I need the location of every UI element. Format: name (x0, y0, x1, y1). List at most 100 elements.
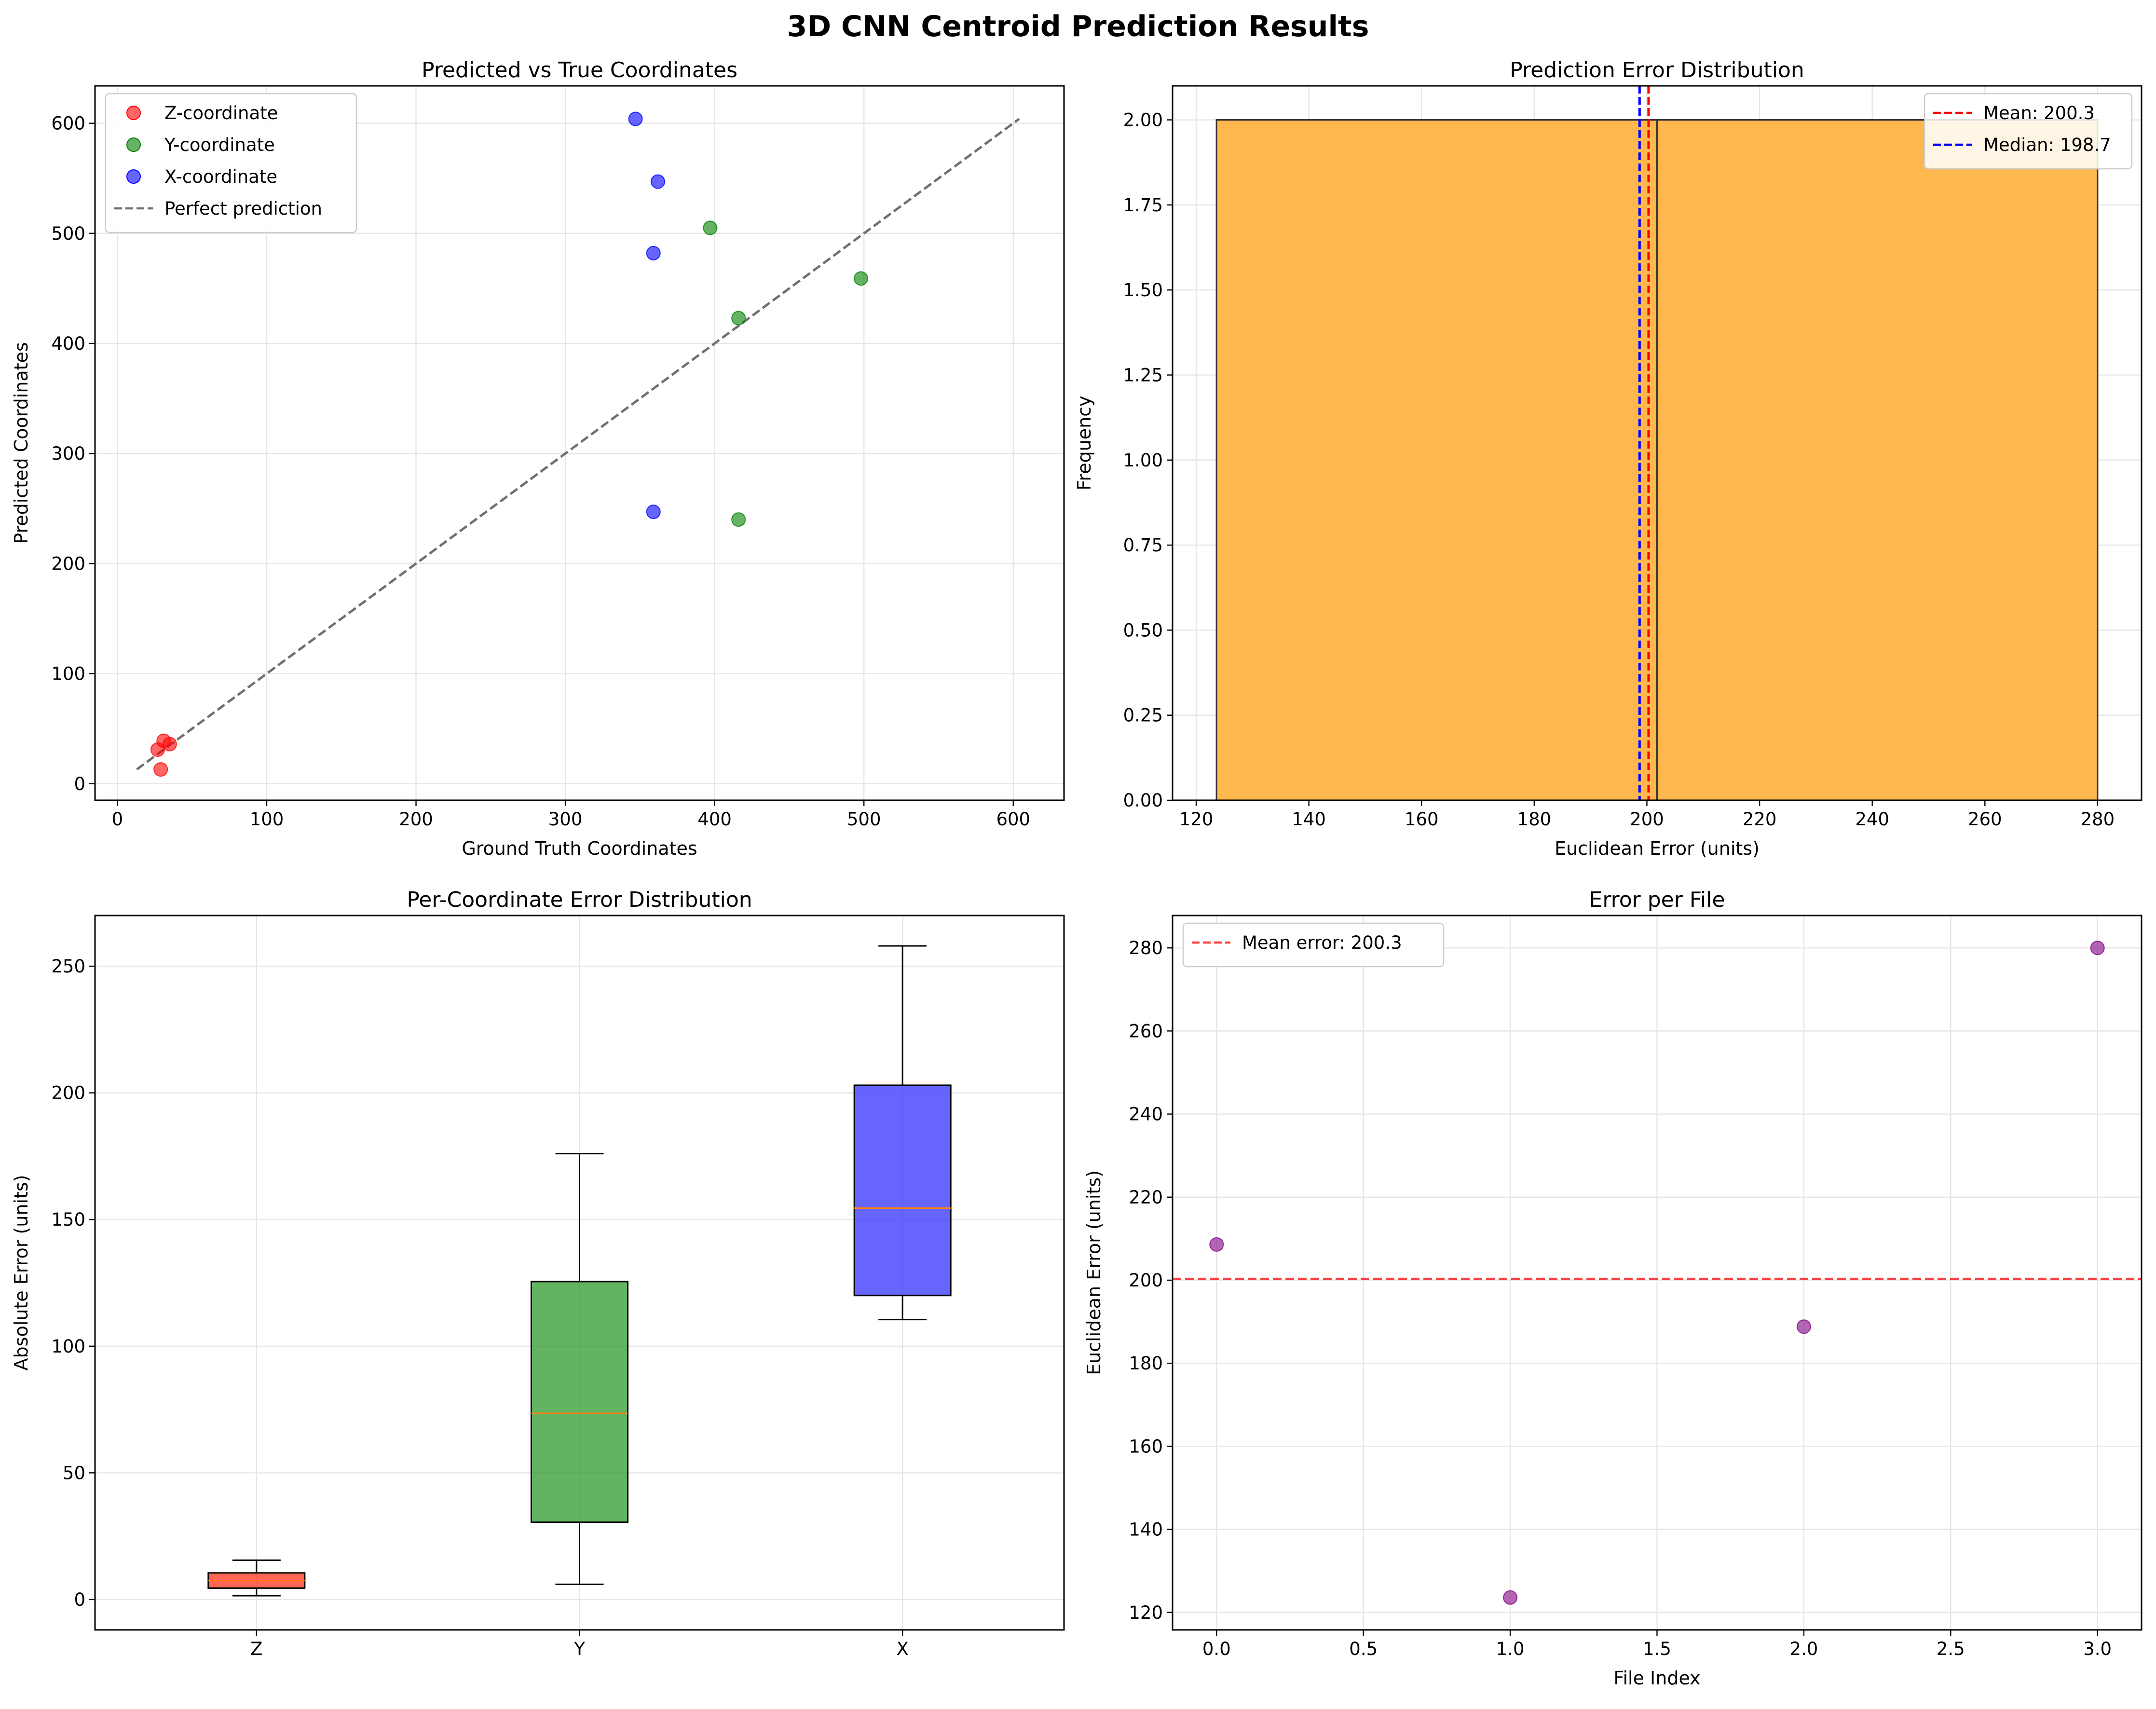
y-tick-label: 0.75 (1123, 535, 1163, 556)
x-tick-label: 120 (1179, 809, 1214, 830)
x-tick-label: 500 (847, 809, 881, 830)
legend-marker (126, 137, 141, 152)
y-tick-label: 240 (1129, 1104, 1163, 1125)
x-tick-label: 180 (1517, 809, 1552, 830)
y-tick-label: 1.50 (1123, 280, 1163, 301)
y-tick-label: 1.25 (1123, 365, 1163, 385)
y-tick-label: 0 (74, 1589, 85, 1610)
x-tick-label: 220 (1743, 809, 1777, 830)
data-point (731, 512, 746, 527)
y-tick-label: 140 (1129, 1519, 1163, 1540)
x-tick-label: 2.0 (1789, 1639, 1818, 1659)
x-tick-label: 0.0 (1202, 1639, 1231, 1659)
x-tick-label: 280 (2081, 809, 2115, 830)
series-x-coordinate (628, 111, 666, 520)
y-tick-label: 0.25 (1123, 705, 1163, 726)
y-tick-label: 200 (1129, 1270, 1163, 1291)
perfect-prediction-line (136, 118, 1020, 771)
y-tick-label: 0 (74, 774, 85, 794)
x-tick-label: 140 (1292, 809, 1326, 830)
panel-4: 0.0 0.5 1.0 1.5 2.0 2.5 3.0 120 140 160 180 200 220 2… (1083, 888, 2142, 1689)
x-tick-label: 0 (112, 809, 123, 830)
y-tick-label: 160 (1129, 1436, 1163, 1457)
y-tick-label: 600 (51, 113, 85, 134)
histogram-bar (1656, 119, 2099, 801)
x-axis-label: Euclidean Error (units) (1555, 838, 1760, 859)
x-axis-label: File Index (1613, 1668, 1700, 1689)
x-tick-label: 240 (1855, 809, 1889, 830)
y-tick-label: 100 (51, 664, 85, 684)
x-tick-label: 100 (250, 809, 284, 830)
data-point (153, 762, 168, 777)
histogram-bar (1215, 119, 1658, 801)
x-tick-label: 1.5 (1643, 1639, 1671, 1659)
y-tick-label: 0.00 (1123, 790, 1163, 811)
panel-1: 0 100 200 300 400 500 600 0 100 200 300 400 500 600 Pr… (11, 58, 1065, 859)
data-point (162, 737, 177, 752)
legend: Z-coordinate Y-coordinate X-coordinate Perf… (105, 93, 357, 233)
data-point (646, 246, 661, 260)
y-tick-label: 50 (63, 1463, 85, 1483)
data-point (1796, 1319, 1811, 1334)
box-body (531, 1281, 628, 1523)
x-tick-label: Z (250, 1639, 262, 1659)
axes-frame (94, 915, 1065, 1631)
y-tick-label: 500 (51, 223, 85, 244)
y-tick-label: 1.75 (1123, 195, 1163, 216)
legend-marker (126, 169, 141, 184)
figure-title: 3D CNN Centroid Prediction Results (787, 10, 1369, 43)
panel-3: Z Y X 0 50 100 150 200 250 Per-Coordinate Error D… (11, 888, 1065, 1659)
y-axis-label: Absolute Error (units) (11, 1175, 32, 1371)
x-tick-label: X (896, 1639, 908, 1659)
legend-label: Z-coordinate (164, 103, 278, 123)
legend-frame (105, 93, 357, 233)
legend-label: Median: 198.7 (1983, 135, 2111, 155)
panel-2: 120 140 160 180 200 220 240 260 280 0.00 0.25 0.50 0… (1074, 58, 2142, 859)
x-tick-label: 1.0 (1496, 1639, 1525, 1659)
y-tick-label: 150 (51, 1209, 85, 1230)
data-point (1209, 1237, 1224, 1252)
box-x (853, 945, 952, 1321)
box-z (207, 1559, 306, 1597)
axes-frame (94, 85, 1065, 801)
box-body (853, 1084, 952, 1297)
legend-label: Mean error: 200.3 (1242, 932, 1402, 953)
panel-title: Predicted vs True Coordinates (422, 58, 737, 82)
legend: Mean error: 200.3 (1182, 922, 1445, 968)
x-tick-label: 300 (548, 809, 583, 830)
grid (95, 86, 1064, 800)
data-point (628, 111, 643, 126)
x-axis-label: Ground Truth Coordinates (462, 838, 697, 859)
box-y (531, 1153, 628, 1585)
x-tick-label: 200 (399, 809, 433, 830)
x-tick-label: 160 (1405, 809, 1439, 830)
x-tick-label: 600 (996, 809, 1030, 830)
x-tick-label: Y (573, 1639, 585, 1659)
panel-title: Prediction Error Distribution (1510, 58, 1804, 82)
data-point (150, 742, 165, 757)
data-point (1503, 1590, 1518, 1605)
y-tick-label: 300 (51, 443, 85, 464)
series-y-coordinate (703, 220, 869, 527)
y-tick-label: 260 (1129, 1021, 1163, 1041)
y-tick-label: 2.00 (1123, 110, 1163, 131)
data-point (731, 311, 746, 326)
x-tick-label: 3.0 (2083, 1639, 2112, 1659)
data-point (854, 271, 869, 286)
legend-label: Perfect prediction (164, 198, 322, 219)
legend-frame (1924, 93, 2133, 170)
y-tick-label: 0.50 (1123, 620, 1163, 641)
y-tick-label: 280 (1129, 938, 1163, 958)
panel-title: Per-Coordinate Error Distribution (407, 888, 752, 912)
panel-title: Error per File (1589, 888, 1725, 912)
legend-label: Mean: 200.3 (1983, 103, 2095, 123)
y-tick-label: 220 (1129, 1187, 1163, 1208)
data-point (651, 174, 666, 189)
axes-frame (1172, 85, 2142, 801)
data-point (646, 505, 661, 520)
x-tick-label: 0.5 (1349, 1639, 1378, 1659)
x-tick-label: 200 (1630, 809, 1664, 830)
x-tick-label: 2.5 (1937, 1639, 1965, 1659)
y-tick-label: 200 (51, 1083, 85, 1104)
